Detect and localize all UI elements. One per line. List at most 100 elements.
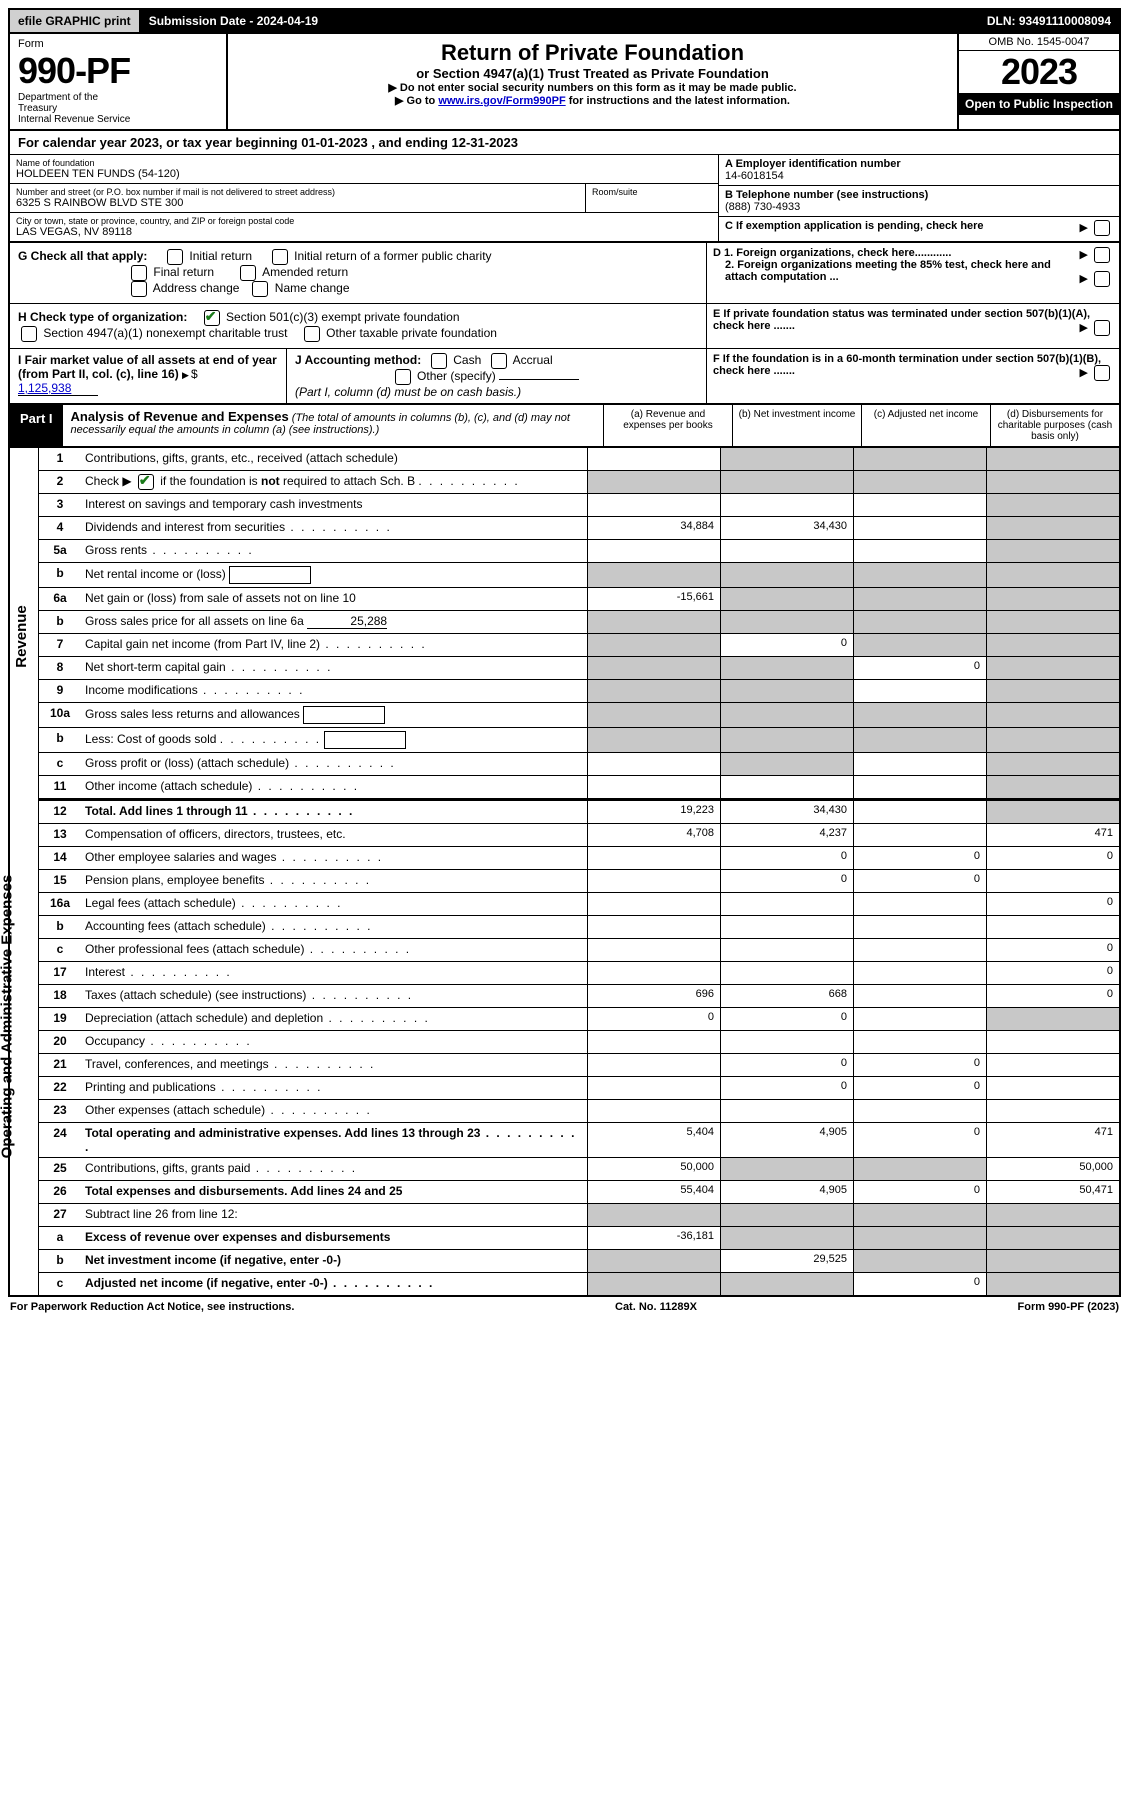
j-cell: J Accounting method: Cash Accrual Other … [287,349,706,403]
cell-col-a [587,471,720,493]
ein-value: 14-6018154 [725,170,1113,182]
cell-col-c [853,588,986,610]
cell-col-d: 50,471 [986,1181,1119,1203]
h-other-taxable-checkbox[interactable] [304,326,320,342]
d1-checkbox[interactable] [1094,247,1110,263]
row-number: 5a [39,540,81,562]
h-501c3-checkbox[interactable] [204,310,220,326]
page-footer: For Paperwork Reduction Act Notice, see … [8,1297,1121,1317]
col-c-header: (c) Adjusted net income [861,405,990,446]
g-name-change-checkbox[interactable] [252,281,268,297]
cell-col-b: 4,905 [720,1123,853,1157]
foundation-name: HOLDEEN TEN FUNDS (54-120) [16,168,712,180]
col-d-header: (d) Disbursements for charitable purpose… [990,405,1119,446]
row-label: Other employee salaries and wages [81,847,587,869]
table-row: 10aGross sales less returns and allowanc… [39,703,1119,728]
cell-col-a [587,657,720,679]
cell-col-b: 4,905 [720,1181,853,1203]
cell-col-d: 0 [986,847,1119,869]
g-initial-former-checkbox[interactable] [272,249,288,265]
cell-col-a: 50,000 [587,1158,720,1180]
cell-col-b [720,893,853,915]
i-arrow [182,367,191,381]
irs-link[interactable]: www.irs.gov/Form990PF [438,95,565,107]
row-label: Gross profit or (loss) (attach schedule) [81,753,587,775]
e-checkbox[interactable] [1094,320,1110,336]
d2-checkbox[interactable] [1094,271,1110,287]
f-checkbox[interactable] [1094,365,1110,381]
row-number: 18 [39,985,81,1007]
cell-col-c [853,776,986,798]
cell-col-a [587,847,720,869]
row-label: Total expenses and disbursements. Add li… [81,1181,587,1203]
g-address-change-checkbox[interactable] [131,281,147,297]
cell-col-b [720,962,853,984]
cell-col-a [587,776,720,798]
g-initial-return-checkbox[interactable] [167,249,183,265]
c-checkbox[interactable] [1094,220,1110,236]
row-label: Other professional fees (attach schedule… [81,939,587,961]
j-label: J Accounting method: [295,353,421,367]
cell-col-a: 19,223 [587,801,720,823]
cell-col-d [986,448,1119,470]
j-accrual-checkbox[interactable] [491,353,507,369]
d1-label: D 1. Foreign organizations, check here..… [713,247,951,259]
j-other-checkbox[interactable] [395,369,411,385]
j-cash-checkbox[interactable] [431,353,447,369]
row-number: 27 [39,1204,81,1226]
cell-col-d [986,517,1119,539]
cell-col-a [587,1273,720,1295]
cell-col-d [986,588,1119,610]
cell-col-d: 0 [986,893,1119,915]
table-row: 14Other employee salaries and wages000 [39,847,1119,870]
cell-col-a: 34,884 [587,517,720,539]
row-number: c [39,939,81,961]
h-4947-checkbox[interactable] [21,326,37,342]
schb-checkbox[interactable] [138,474,154,490]
revenue-side-label: Revenue [13,605,30,668]
j-other: Other (specify) [417,369,496,383]
cell-col-a: -15,661 [587,588,720,610]
i-label: I Fair market value of all assets at end… [18,353,277,381]
cell-col-d [986,870,1119,892]
cell-col-b: 34,430 [720,517,853,539]
row-number: 19 [39,1008,81,1030]
table-row: aExcess of revenue over expenses and dis… [39,1227,1119,1250]
row-number: 9 [39,680,81,702]
i-value[interactable]: 1,125,938 [18,381,98,396]
row-number: b [39,916,81,938]
cell-col-c [853,1250,986,1272]
cell-col-a: 4,708 [587,824,720,846]
cell-col-c [853,448,986,470]
cell-col-b [720,703,853,727]
g-final-return-checkbox[interactable] [131,265,147,281]
cell-col-b [720,916,853,938]
row-label: Depreciation (attach schedule) and deple… [81,1008,587,1030]
cell-col-c [853,962,986,984]
efile-print-label[interactable]: efile GRAPHIC print [10,10,141,32]
cell-col-c [853,703,986,727]
row-label: Interest on savings and temporary cash i… [81,494,587,516]
h-opt-3: Other taxable private foundation [326,326,497,340]
cell-col-a: 0 [587,1008,720,1030]
cell-col-d [986,1227,1119,1249]
g-opt-0: Initial return [189,249,252,263]
row-number: 10a [39,703,81,727]
g-label: G Check all that apply: [18,249,147,263]
cell-col-d [986,657,1119,679]
cell-col-b: 0 [720,634,853,656]
tel-cell: B Telephone number (see instructions) (8… [719,186,1119,217]
cell-col-b [720,448,853,470]
table-row: 17Interest0 [39,962,1119,985]
cell-col-c: 0 [853,1054,986,1076]
d1-arrow: ▶ [1079,247,1113,263]
cell-col-c [853,1158,986,1180]
cell-col-b: 668 [720,985,853,1007]
table-row: 6aNet gain or (loss) from sale of assets… [39,588,1119,611]
cell-col-a [587,1100,720,1122]
cell-col-d [986,611,1119,633]
cell-col-b: 0 [720,1077,853,1099]
table-row: 21Travel, conferences, and meetings00 [39,1054,1119,1077]
cell-col-a [587,703,720,727]
g-amended-checkbox[interactable] [240,265,256,281]
